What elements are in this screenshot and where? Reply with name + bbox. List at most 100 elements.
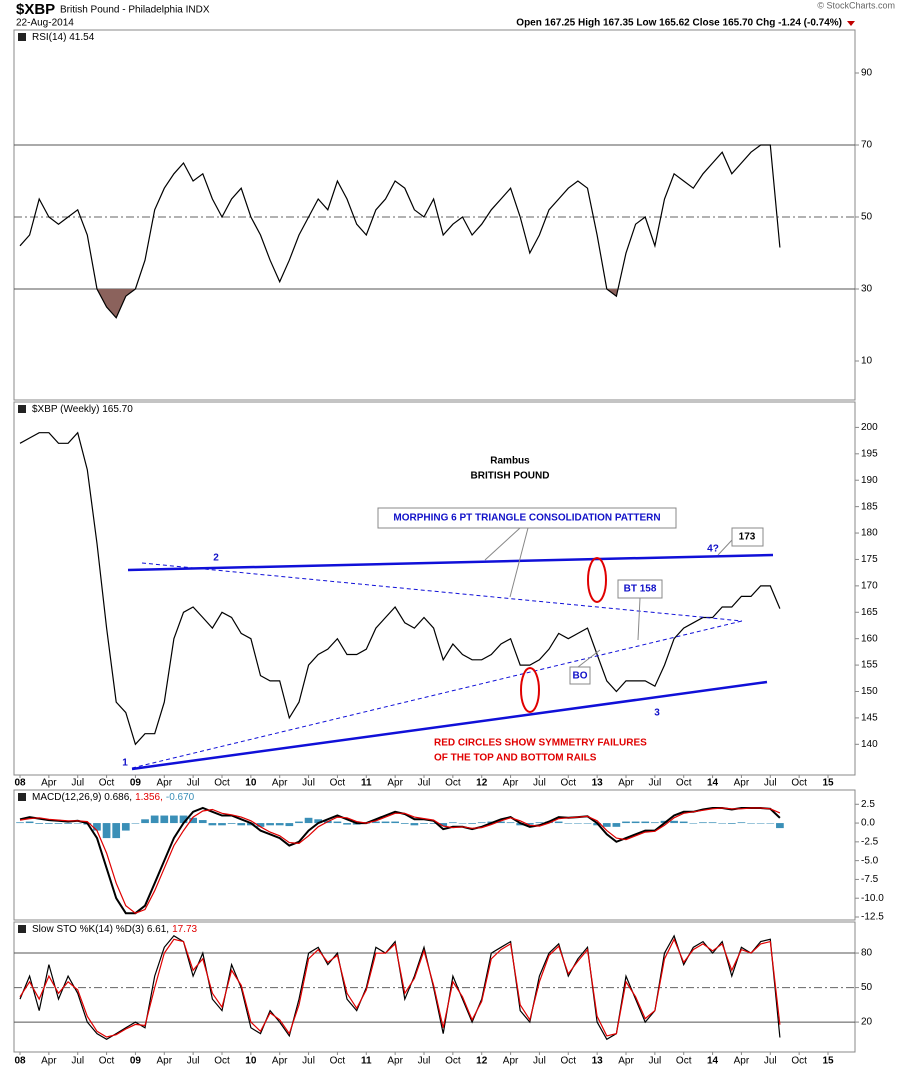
y-tick-label: 10 — [861, 356, 873, 367]
red-circle — [587, 557, 607, 603]
x-tick-label: Oct — [676, 778, 692, 789]
series-line — [19, 144, 781, 319]
y-tick-label: 70 — [861, 140, 873, 151]
y-tick-label: 200 — [861, 422, 878, 433]
x-tick-label: Jul — [648, 1056, 661, 1067]
y-tick-label: 165 — [861, 607, 878, 618]
histogram-bar — [429, 823, 438, 824]
histogram-bar — [266, 823, 274, 826]
callout-box — [569, 666, 591, 685]
histogram-bar — [64, 823, 72, 824]
histogram-bar — [564, 823, 573, 824]
y-tick-label: -2.5 — [861, 836, 879, 847]
histogram-bar — [506, 822, 515, 824]
plot-area — [16, 806, 784, 915]
x-tick-label: 11 — [361, 1056, 372, 1067]
x-tick-label: Apr — [157, 1056, 173, 1067]
y-tick-label: -12.5 — [861, 912, 884, 923]
histogram-bar — [747, 823, 755, 824]
histogram-bar — [314, 819, 323, 824]
x-tick-label: Oct — [561, 778, 577, 789]
histogram-bar — [535, 822, 544, 824]
histogram-bar — [622, 821, 630, 824]
x-tick-label: Apr — [734, 778, 750, 789]
series-line — [19, 937, 781, 1038]
histogram-bar — [554, 821, 563, 824]
oversold-fill — [20, 289, 780, 318]
histogram-bar — [179, 815, 188, 824]
histogram-bar — [651, 822, 659, 824]
histogram-bar — [54, 823, 63, 824]
y-tick-label: 20 — [861, 1017, 873, 1028]
histogram-bar — [602, 823, 611, 827]
y-tick-label: 90 — [861, 68, 873, 79]
x-tick-label: Jul — [418, 1056, 431, 1067]
histogram-bar — [35, 823, 44, 824]
series-line — [19, 807, 781, 914]
panel-frame — [13, 401, 856, 776]
histogram-bar — [689, 823, 698, 824]
x-tick-label: Oct — [561, 1056, 577, 1067]
x-tick-label: 10 — [245, 778, 257, 789]
y-tick-label: 175 — [861, 554, 878, 565]
y-tick-label: 185 — [861, 501, 878, 512]
x-tick-label: Oct — [99, 778, 115, 789]
legend-icon — [18, 33, 26, 41]
x-tick-label: Apr — [387, 1056, 403, 1067]
x-tick-label: 11 — [361, 778, 372, 789]
histogram-bar — [574, 823, 582, 824]
histogram-bar — [679, 821, 688, 824]
histogram-bar — [525, 823, 534, 825]
y-tick-label: 2.5 — [861, 799, 875, 810]
histogram-bar — [381, 821, 390, 824]
x-tick-label: Apr — [734, 1056, 750, 1067]
histogram-bar — [150, 815, 159, 824]
annotation: Rambus — [490, 456, 530, 467]
x-tick-label: 09 — [130, 778, 142, 789]
x-tick-label: Oct — [676, 1056, 692, 1067]
x-tick-label: Jul — [418, 778, 431, 789]
y-tick-label: 145 — [861, 713, 878, 724]
panel-frame — [13, 29, 856, 401]
symbol: $XBP — [16, 1, 55, 18]
y-tick-label: -7.5 — [861, 874, 879, 885]
legend: RSI(14) 41.54 — [32, 32, 95, 43]
annotation: BT 158 — [624, 584, 657, 595]
callout-box — [731, 527, 764, 547]
histogram-bar — [776, 823, 784, 829]
y-tick-label: 80 — [861, 948, 873, 959]
annotation: 1 — [122, 758, 128, 769]
x-tick-label: Jul — [187, 1056, 200, 1067]
x-tick-label: Jul — [187, 778, 200, 789]
y-tick-label: -5.0 — [861, 855, 879, 866]
callout-box — [377, 507, 677, 529]
x-tick-label: Apr — [618, 778, 634, 789]
legend-entry: RSI(14) 41.54 — [32, 32, 95, 43]
histogram-bar — [218, 823, 226, 826]
histogram-bar — [641, 821, 650, 824]
x-tick-label: 13 — [592, 1056, 604, 1067]
histogram-bar — [410, 823, 419, 826]
histogram-bar — [160, 815, 169, 824]
histogram-bar — [93, 823, 101, 831]
x-tick-label: Oct — [214, 1056, 230, 1067]
x-tick-label: Jul — [533, 778, 546, 789]
x-tick-label: Apr — [387, 778, 403, 789]
histogram-bar — [170, 815, 178, 824]
histogram-bar — [141, 819, 149, 824]
x-tick-label: Oct — [445, 778, 461, 789]
x-tick-label: Apr — [503, 1056, 519, 1067]
x-tick-label: Oct — [330, 1056, 346, 1067]
annotation: BRITISH POUND — [471, 471, 550, 482]
x-tick-label: 15 — [822, 1056, 834, 1067]
x-tick-label: Jul — [71, 1056, 84, 1067]
histogram-bar — [343, 823, 351, 825]
plot-area — [14, 144, 855, 319]
x-tick-label: Apr — [272, 1056, 288, 1067]
histogram-bar — [295, 821, 303, 824]
histogram-bar — [766, 823, 775, 824]
x-tick-label: Oct — [214, 778, 230, 789]
date: 22-Aug-2014 — [16, 18, 74, 29]
y-tick-label: 30 — [861, 284, 873, 295]
